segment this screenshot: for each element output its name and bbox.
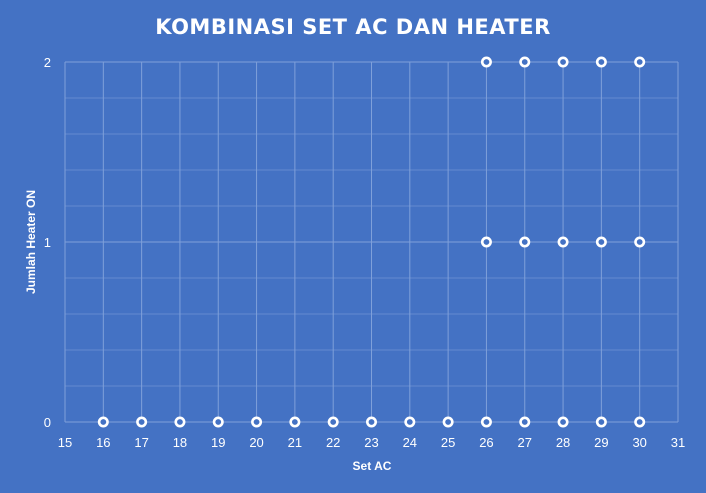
- data-point: [519, 56, 531, 68]
- data-point: [557, 56, 569, 68]
- data-point: [174, 416, 186, 428]
- data-point: [595, 416, 607, 428]
- y-axis-title: Jumlah Heater ON: [24, 190, 38, 294]
- data-point: [519, 416, 531, 428]
- x-tick-label: 29: [594, 435, 608, 450]
- data-point: [251, 416, 263, 428]
- data-point: [327, 416, 339, 428]
- data-point: [480, 416, 492, 428]
- data-point: [404, 416, 416, 428]
- x-tick-label: 25: [441, 435, 455, 450]
- data-point: [136, 416, 148, 428]
- data-point: [557, 236, 569, 248]
- x-tick-label: 27: [518, 435, 532, 450]
- x-tick-label: 15: [58, 435, 72, 450]
- x-tick-label: 18: [173, 435, 187, 450]
- data-point: [365, 416, 377, 428]
- y-tick-label: 0: [44, 415, 51, 430]
- x-tick-label: 22: [326, 435, 340, 450]
- x-tick-label: 30: [632, 435, 646, 450]
- x-tick-label: 26: [479, 435, 493, 450]
- grid-lines: [64, 61, 679, 423]
- x-tick-label: 28: [556, 435, 570, 450]
- x-tick-label: 31: [671, 435, 685, 450]
- data-point: [289, 416, 301, 428]
- x-axis-title: Set AC: [353, 459, 392, 473]
- y-axis-ticks: 0 1 2: [44, 55, 51, 430]
- x-tick-label: 21: [288, 435, 302, 450]
- data-point: [634, 416, 646, 428]
- data-point: [97, 416, 109, 428]
- data-point: [595, 56, 607, 68]
- data-point: [634, 56, 646, 68]
- x-tick-label: 23: [364, 435, 378, 450]
- x-tick-label: 20: [249, 435, 263, 450]
- data-point: [557, 416, 569, 428]
- x-tick-label: 19: [211, 435, 225, 450]
- chart-title: KOMBINASI SET AC DAN HEATER: [155, 15, 551, 39]
- data-point: [634, 236, 646, 248]
- x-tick-label: 16: [96, 435, 110, 450]
- x-axis-ticks: 15 16 17 18 19 20 21 22 23 24 25 26 27 28 29 30 31: [58, 435, 685, 450]
- y-tick-label: 1: [44, 235, 51, 250]
- x-tick-label: 24: [403, 435, 417, 450]
- data-point: [519, 236, 531, 248]
- data-points: [97, 56, 646, 428]
- x-tick-label: 17: [134, 435, 148, 450]
- data-point: [212, 416, 224, 428]
- data-point: [480, 56, 492, 68]
- data-point: [480, 236, 492, 248]
- data-point: [595, 236, 607, 248]
- data-point: [442, 416, 454, 428]
- y-tick-label: 2: [44, 55, 51, 70]
